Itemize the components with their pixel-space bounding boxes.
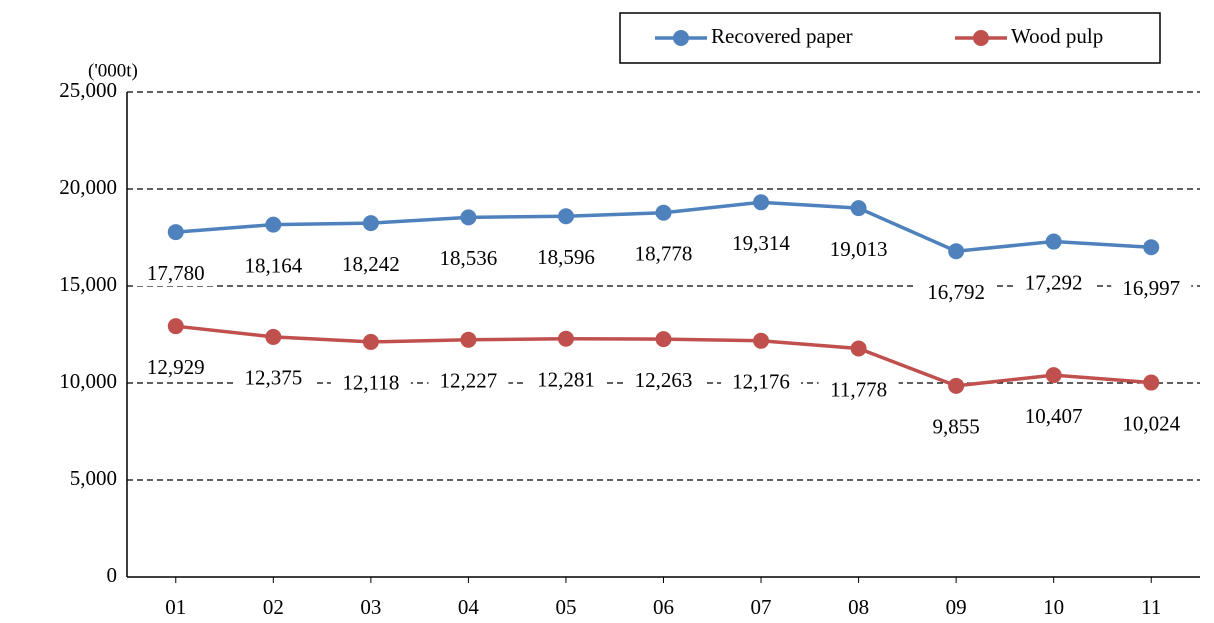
data-label: 12,227 — [440, 369, 498, 393]
y-tick-label: 20,000 — [59, 175, 117, 199]
label-bg — [916, 281, 997, 306]
data-label: 12,375 — [244, 366, 302, 390]
data-label: 10,407 — [1025, 404, 1083, 428]
label-bg — [1013, 271, 1094, 296]
label-bg — [818, 378, 899, 403]
label-bg — [1111, 412, 1192, 437]
data-point — [265, 216, 282, 233]
data-point — [1045, 233, 1062, 250]
legend-label: Recovered paper — [711, 24, 853, 48]
label-bg — [1111, 277, 1192, 302]
label-bg — [721, 232, 802, 257]
data-label: 9,855 — [933, 415, 980, 439]
data-label: 17,780 — [147, 261, 205, 285]
data-point — [557, 208, 574, 225]
label-bg — [1013, 405, 1094, 430]
data-point — [753, 332, 770, 349]
data-point — [1143, 374, 1160, 391]
x-tick-label: 10 — [1043, 595, 1064, 619]
data-label: 12,281 — [537, 368, 595, 392]
legend-marker — [673, 30, 689, 46]
label-bg — [818, 238, 899, 263]
data-point — [753, 194, 770, 211]
x-tick-label: 07 — [751, 595, 772, 619]
label-bg — [233, 254, 314, 279]
data-label: 18,164 — [244, 253, 302, 277]
x-tick-label: 03 — [360, 595, 381, 619]
y-tick-label: 15,000 — [59, 272, 117, 296]
x-tick-label: 09 — [946, 595, 967, 619]
label-bg — [623, 369, 704, 394]
y-tick-label: 0 — [107, 563, 118, 587]
x-tick-label: 02 — [263, 595, 284, 619]
label-bg — [135, 356, 216, 381]
data-label: 18,778 — [635, 242, 693, 266]
label-bg — [330, 253, 411, 278]
data-point — [265, 328, 282, 345]
data-label: 18,242 — [342, 252, 400, 276]
label-bg — [721, 370, 802, 395]
data-point — [460, 331, 477, 348]
data-label: 18,536 — [440, 246, 498, 270]
data-label: 12,929 — [147, 355, 205, 379]
x-tick-label: 06 — [653, 595, 674, 619]
data-label: 16,792 — [927, 280, 985, 304]
label-bg — [428, 369, 509, 394]
data-point — [655, 204, 672, 221]
label-bg — [330, 371, 411, 396]
data-label: 17,292 — [1025, 270, 1083, 294]
x-tick-label: 11 — [1141, 595, 1161, 619]
data-label: 19,314 — [732, 231, 790, 255]
x-tick-label: 01 — [165, 595, 186, 619]
data-label: 10,024 — [1122, 411, 1180, 435]
data-label: 18,596 — [537, 245, 595, 269]
data-point — [362, 215, 379, 232]
data-point — [1045, 367, 1062, 384]
legend-marker — [973, 30, 989, 46]
data-label: 11,778 — [830, 377, 887, 401]
data-point — [557, 330, 574, 347]
data-point — [850, 340, 867, 357]
data-label: 12,118 — [342, 371, 399, 395]
y-tick-label: 5,000 — [70, 466, 117, 490]
data-point — [167, 224, 184, 241]
legend-box — [619, 12, 1161, 64]
data-point — [1143, 239, 1160, 256]
x-tick-label: 04 — [458, 595, 480, 619]
label-bg — [428, 247, 509, 272]
data-point — [948, 243, 965, 260]
y-tick-label: 10,000 — [59, 369, 117, 393]
label-bg — [525, 246, 606, 271]
data-label: 19,013 — [830, 237, 888, 261]
data-point — [948, 377, 965, 394]
y-tick-label: 25,000 — [59, 78, 117, 102]
data-point — [850, 200, 867, 217]
y-unit: ('000t) — [88, 60, 138, 81]
data-label: 16,997 — [1122, 276, 1180, 300]
label-bg — [135, 262, 216, 287]
label-bg — [623, 242, 704, 267]
data-label: 12,263 — [635, 368, 693, 392]
data-label: 12,176 — [732, 370, 790, 394]
data-point — [655, 331, 672, 348]
data-point — [460, 209, 477, 226]
label-bg — [525, 368, 606, 393]
label-bg — [233, 366, 314, 391]
label-bg — [916, 415, 997, 440]
legend-label: Wood pulp — [1011, 24, 1103, 48]
data-point — [362, 333, 379, 350]
data-point — [167, 318, 184, 335]
x-tick-label: 05 — [555, 595, 576, 619]
x-tick-label: 08 — [848, 595, 869, 619]
